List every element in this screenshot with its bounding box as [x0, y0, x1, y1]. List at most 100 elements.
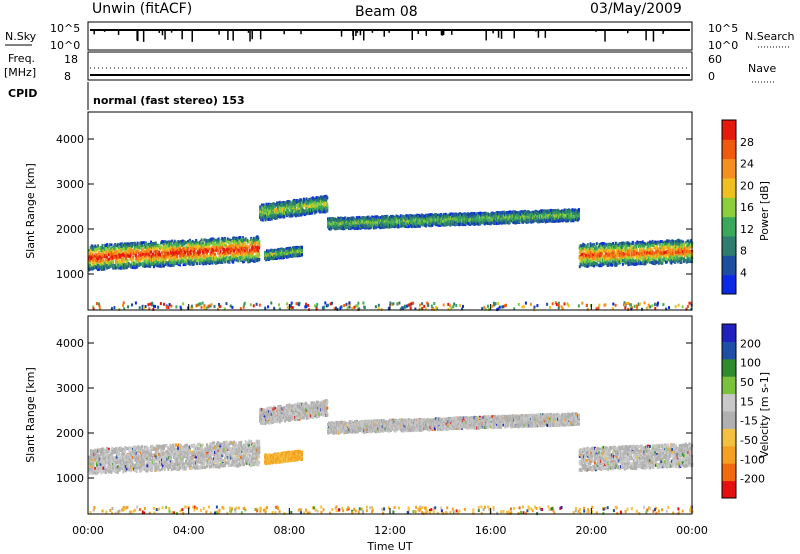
data-cell	[233, 249, 235, 252]
date-title: 03/May/2009	[590, 1, 682, 17]
data-cell	[417, 225, 419, 228]
data-cell	[211, 248, 213, 251]
data-cell	[211, 260, 213, 263]
data-cell	[170, 243, 172, 246]
data-cell	[258, 258, 260, 261]
data-cell	[229, 238, 231, 241]
data-cell	[205, 243, 207, 246]
data-cell	[204, 255, 206, 258]
data-cell	[207, 250, 209, 253]
data-cell	[126, 246, 128, 249]
nsky-trace	[90, 30, 690, 42]
freq-unit: [MHz]	[4, 66, 36, 79]
data-cell	[98, 251, 100, 254]
cpid-value: normal (fast stereo) 153	[93, 94, 245, 107]
data-cell	[187, 240, 189, 243]
freq-tick-lo: 8	[64, 70, 71, 83]
data-cell	[242, 247, 244, 250]
data-cell	[185, 241, 187, 244]
data-cell	[108, 258, 110, 261]
data-cell	[326, 197, 328, 200]
data-cell	[224, 238, 226, 241]
data-cell	[250, 249, 252, 252]
data-cell	[131, 245, 133, 248]
data-cell	[166, 248, 168, 251]
data-cell	[159, 253, 161, 256]
data-cell	[178, 241, 180, 244]
cpid-label: CPID	[8, 87, 37, 100]
data-cell	[94, 245, 96, 248]
data-cell	[258, 243, 260, 246]
data-cell	[232, 253, 234, 256]
data-cell	[519, 220, 521, 223]
data-cell	[255, 242, 257, 245]
data-cell	[111, 243, 113, 246]
data-cell	[101, 249, 103, 252]
data-cell	[98, 247, 100, 250]
data-cell	[124, 266, 126, 269]
nave-tick-hi: 60	[708, 53, 722, 66]
nsearch-label: N.Search	[745, 30, 795, 43]
data-cell	[187, 247, 189, 250]
data-cell	[326, 210, 328, 213]
data-cell	[141, 244, 143, 247]
data-cell	[157, 247, 159, 250]
data-cell	[258, 246, 260, 249]
data-cell	[231, 244, 233, 247]
data-cell	[155, 241, 157, 244]
data-cell	[184, 251, 186, 254]
data-cell	[215, 262, 217, 265]
data-cell	[144, 250, 146, 253]
freq-label: Freq.	[8, 52, 35, 65]
data-cell	[258, 254, 260, 257]
nsky-label: N.Sky	[5, 30, 37, 43]
data-cell	[161, 251, 163, 254]
data-cell	[196, 262, 198, 265]
data-cell	[325, 199, 327, 202]
data-cell	[152, 253, 154, 256]
data-cell	[185, 255, 187, 258]
power-panel	[88, 195, 693, 311]
data-cell	[232, 261, 234, 264]
data-cell	[145, 259, 147, 262]
data-cell	[239, 256, 241, 259]
nsky-tick-hi: 10^5	[50, 22, 80, 35]
data-cell	[185, 245, 187, 248]
data-cell	[178, 251, 180, 254]
data-cell	[100, 246, 102, 249]
freq-tick-hi: 18	[64, 53, 78, 66]
data-cell	[169, 264, 171, 267]
data-cell	[236, 254, 238, 257]
data-cell	[200, 254, 202, 257]
data-cell	[116, 250, 118, 253]
data-cell	[118, 249, 120, 252]
data-cell	[326, 202, 328, 205]
plot-canvas: Unwin (fitACF) Beam 08 03/May/2009 N.Sky…	[0, 0, 800, 554]
data-cell	[146, 252, 148, 255]
data-cell	[160, 246, 162, 249]
nave-label: Nave	[748, 62, 776, 75]
data-cell	[120, 254, 122, 257]
data-cell	[129, 258, 131, 261]
data-cell	[195, 239, 197, 242]
data-cell	[244, 241, 246, 244]
data-cell	[114, 244, 116, 247]
data-cell	[310, 201, 312, 204]
data-cell	[276, 201, 278, 204]
data-cell	[109, 243, 111, 246]
data-cell	[171, 240, 173, 243]
data-cell	[522, 221, 524, 224]
data-cell	[217, 252, 219, 255]
data-cell	[127, 259, 129, 262]
data-cell	[162, 240, 164, 243]
data-cell	[150, 251, 152, 254]
data-cell	[248, 245, 250, 248]
data-cell	[265, 203, 267, 206]
data-cell	[213, 240, 215, 243]
data-cell	[225, 245, 227, 248]
data-cell	[148, 260, 150, 263]
data-cell	[510, 211, 512, 214]
nsky-panel	[88, 22, 692, 50]
data-cell	[258, 240, 260, 243]
data-cell	[332, 217, 334, 220]
